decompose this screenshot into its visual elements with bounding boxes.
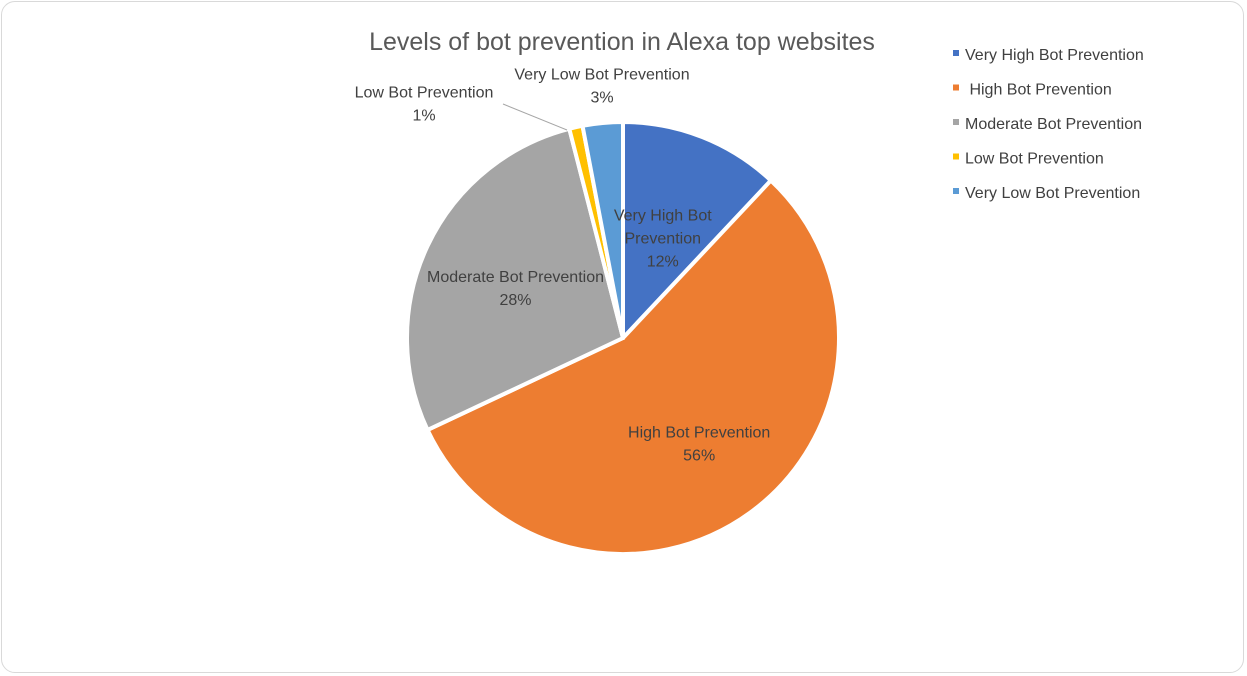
leader-line-low-bot-prevention: [502, 103, 568, 131]
data-label-very-low-bot-prevention-text: Very Low Bot Prevention: [514, 67, 689, 84]
data-label-high-bot-prevention-text: High Bot Prevention: [628, 424, 770, 441]
pie-slices: [405, 120, 841, 556]
data-labels: Very High Bot Prevention 12% High Bot Preve…: [355, 67, 771, 465]
data-label-high-bot-prevention-value: 56%: [683, 447, 715, 464]
data-label-very-low-bot-prevention-value: 3%: [590, 90, 613, 107]
legend-label-low-bot-prevention: Low Bot Prevention: [965, 151, 1104, 168]
legend-swatch-very-low-bot-prevention: [953, 188, 959, 194]
legend-label-very-high-bot-prevention: Very High Bot Prevention: [965, 47, 1144, 64]
legend-label-very-low-bot-prevention: Very Low Bot Prevention: [965, 185, 1140, 202]
pie-slice-very-low-bot-prevention: [580, 120, 625, 340]
leader-lines: [502, 103, 568, 131]
legend: Very High Bot Prevention High Bot Preven…: [953, 47, 1144, 202]
legend-label-moderate-bot-prevention: Moderate Bot Prevention: [965, 116, 1142, 133]
pie-slice-high-bot-prevention: [425, 178, 841, 556]
data-label-very-high-bot-prevention-text: Prevention: [625, 231, 702, 248]
data-label-moderate-bot-prevention-text: Moderate Bot Prevention: [427, 269, 604, 286]
legend-swatch-high-bot-prevention: [953, 84, 959, 91]
data-label-low-bot-prevention-text: Low Bot Prevention: [355, 85, 494, 102]
legend-swatch-moderate-bot-prevention: [953, 119, 959, 125]
pie-slice-very-high-bot-prevention: [621, 120, 773, 340]
chart-title: Levels of bot prevention in Alexa top we…: [369, 28, 875, 56]
data-label-moderate-bot-prevention-value: 28%: [499, 292, 531, 309]
legend-label-high-bot-prevention: High Bot Prevention: [965, 82, 1112, 99]
pie-slice-moderate-bot-prevention: [405, 126, 625, 432]
data-label-very-high-bot-prevention-text: Very High Bot: [614, 208, 712, 225]
legend-swatch-low-bot-prevention: [953, 153, 959, 160]
legend-swatch-very-high-bot-prevention: [953, 50, 959, 56]
data-label-low-bot-prevention-value: 1%: [412, 108, 435, 125]
data-label-very-high-bot-prevention-value: 12%: [647, 254, 679, 271]
